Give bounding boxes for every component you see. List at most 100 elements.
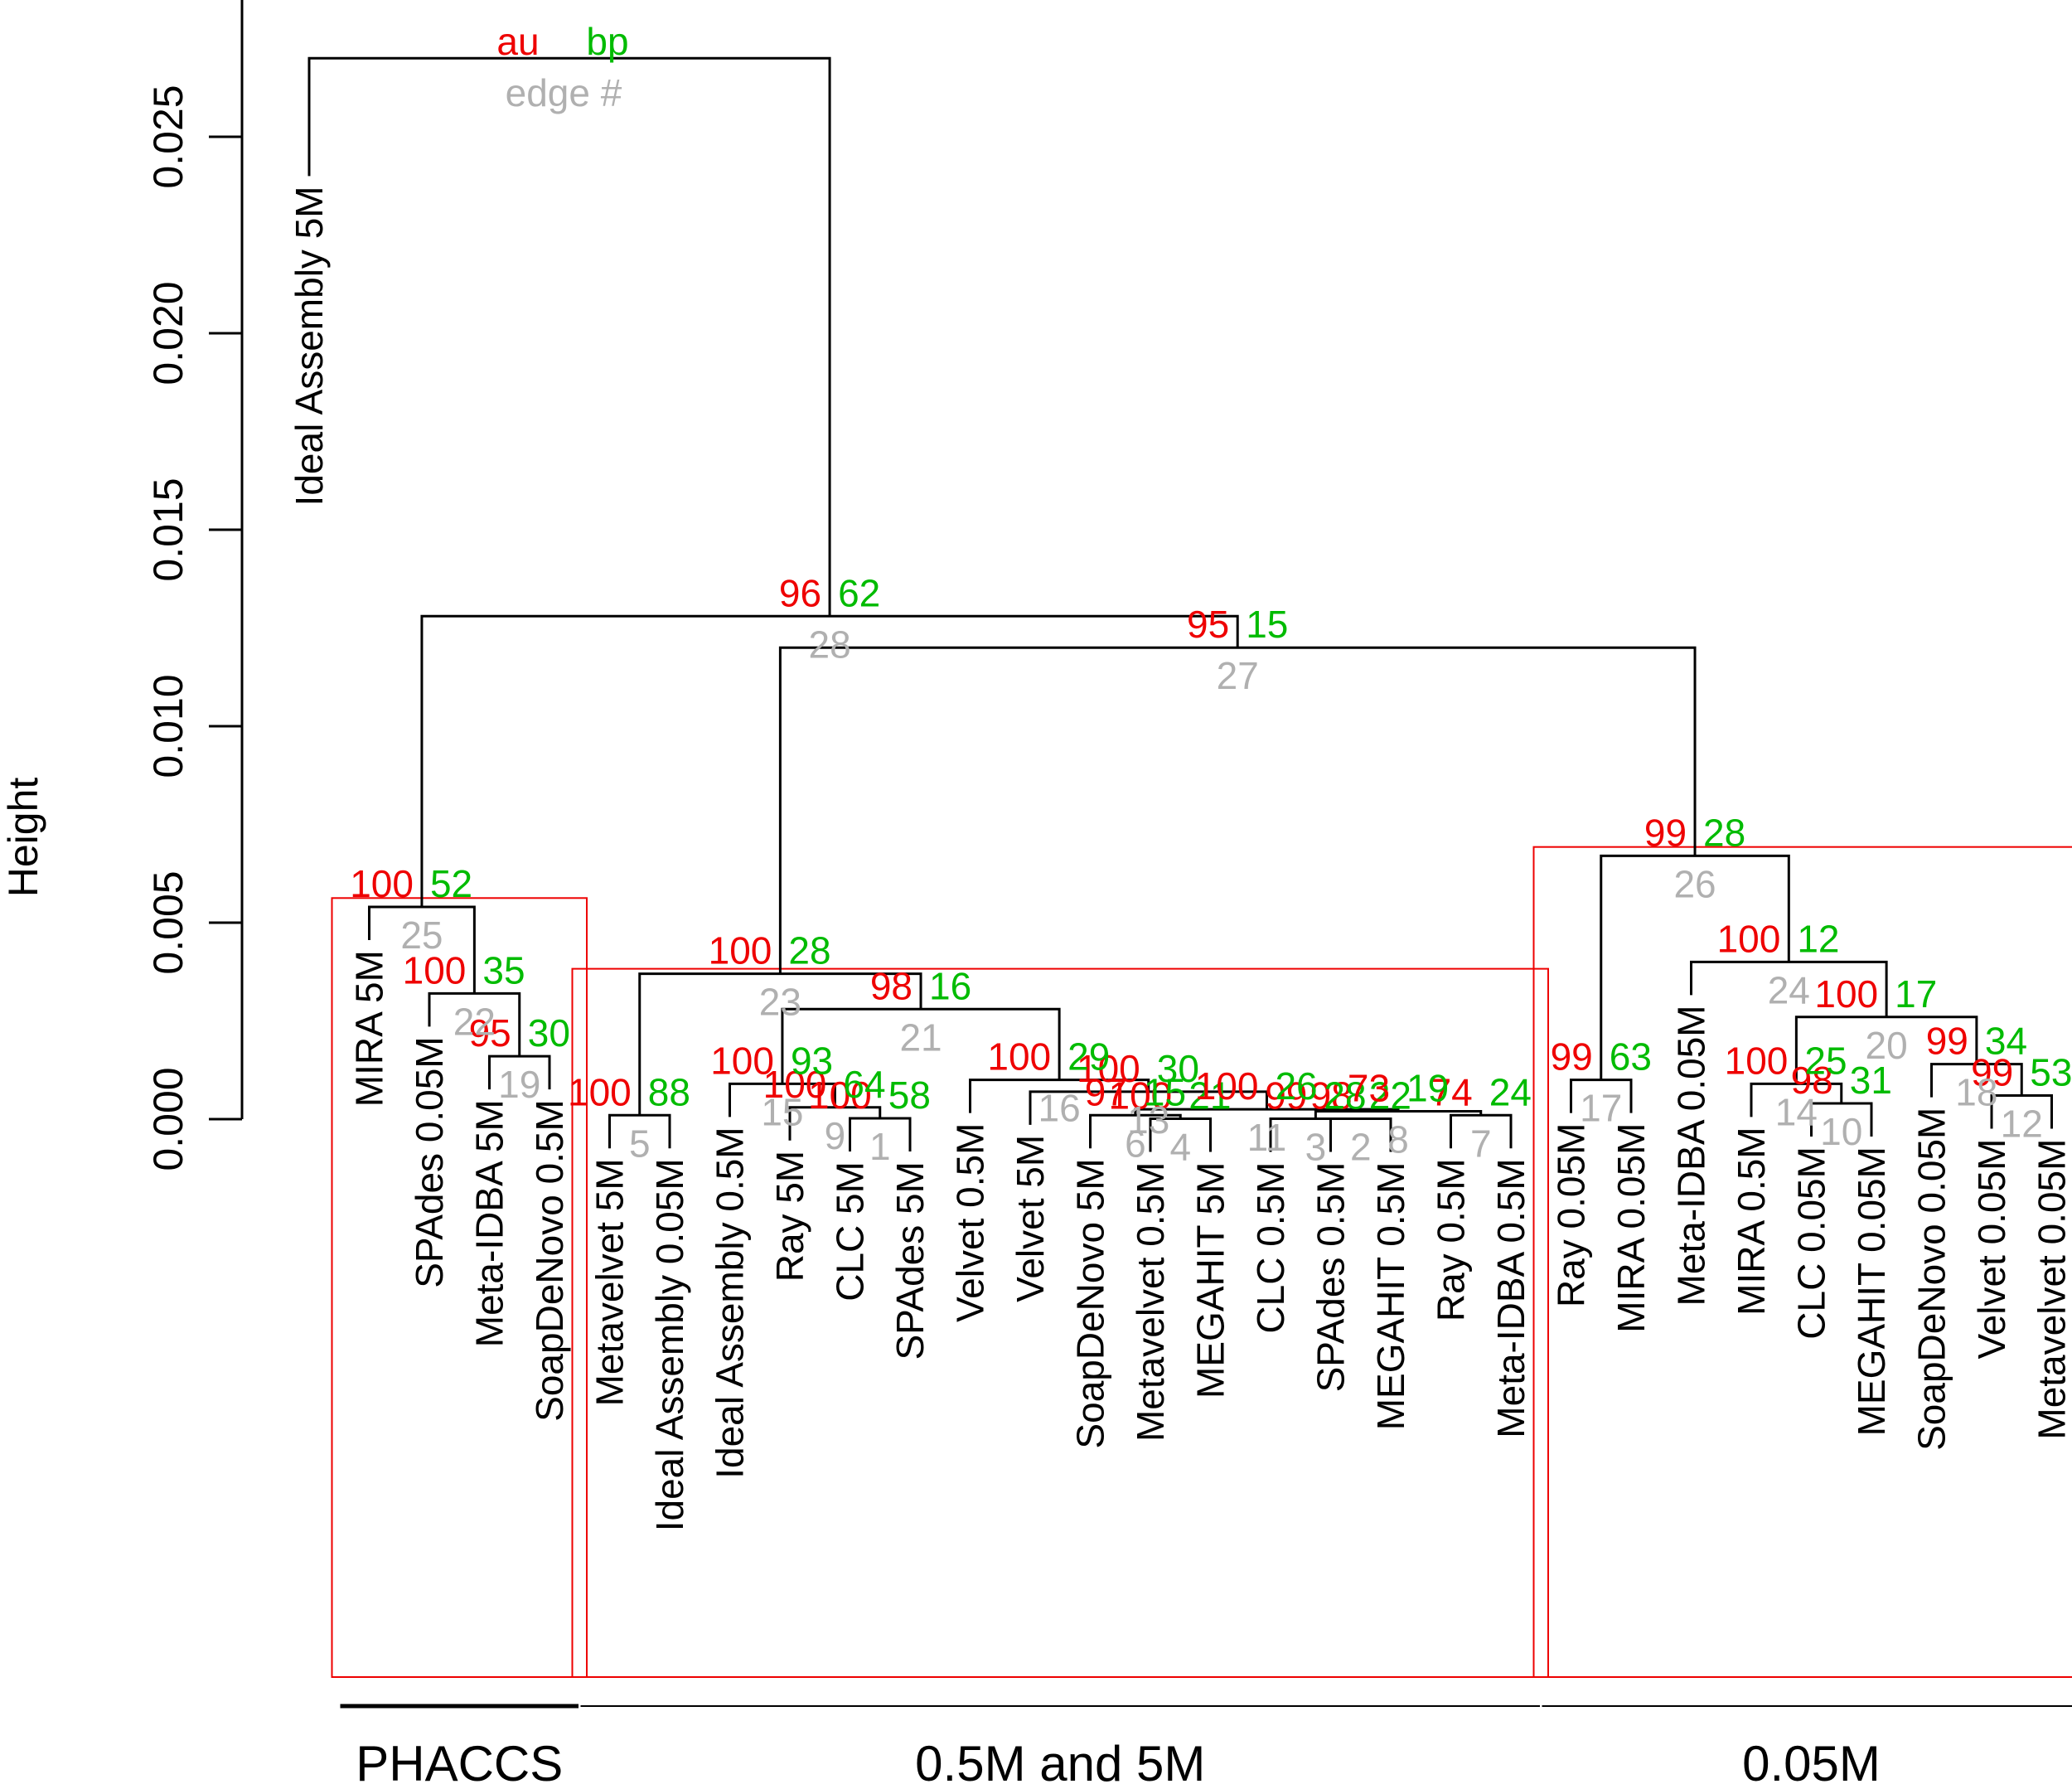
au-value-edge-22: 100 — [403, 948, 467, 991]
edge-number-24: 24 — [1768, 968, 1810, 1011]
edge-number-13: 13 — [1127, 1098, 1169, 1142]
bp-value-edge-6: 15 — [1144, 1070, 1186, 1113]
bp-value-edge-5: 88 — [648, 1070, 690, 1113]
edge-number-7: 7 — [1470, 1122, 1492, 1165]
edge-number-26: 26 — [1673, 862, 1716, 905]
leaf-label-metavelvet-0-05m: Metavelvet 0.05M — [2031, 1139, 2072, 1440]
au-value-edge-14: 100 — [1725, 1039, 1789, 1082]
bp-value-edge-19: 30 — [528, 1011, 570, 1054]
legend: au bp edge # — [496, 20, 628, 114]
leaf-label-meta-idba-0-5m: Meta-IDBA 0.5M — [1489, 1158, 1532, 1437]
au-value-edge-20: 100 — [1814, 972, 1878, 1016]
au-value-edge-10: 98 — [1791, 1059, 1833, 1102]
au-value-edge-3: 99 — [1265, 1074, 1307, 1117]
bp-value-edge-20: 17 — [1895, 972, 1937, 1016]
edge-number-28: 28 — [808, 623, 850, 666]
leaf-label-velvet-5m: Velvet 5M — [1009, 1135, 1052, 1302]
edge-number-6: 6 — [1125, 1122, 1146, 1165]
cluster-box-phaccs — [331, 897, 588, 1679]
y-tick-label: 0.015 — [145, 478, 191, 581]
edge-number-1: 1 — [869, 1125, 891, 1168]
edge-number-21: 21 — [899, 1016, 942, 1059]
edge-number-9: 9 — [825, 1114, 846, 1157]
leaf-label-megahit-0-05m: MEGAHIT 0.05M — [1850, 1147, 1893, 1436]
leaf-label-soapdenovo-0-05m: SoapDeNovo 0.05M — [1910, 1108, 1953, 1451]
edge-number-23: 23 — [759, 981, 801, 1024]
bp-value-edge-15: 93 — [791, 1039, 833, 1082]
leaf-label-spades-0-5m: SPAdes 0.5M — [1310, 1162, 1353, 1393]
cluster-label-0-05m: 0.05M — [1742, 1736, 1881, 1784]
bp-value-edge-8: 19 — [1406, 1067, 1449, 1110]
y-tick-label: 0.005 — [145, 870, 191, 974]
branch-edge-4 — [1149, 1117, 1212, 1152]
bp-value-edge-11: 26 — [1275, 1064, 1317, 1108]
au-value-edge-13: 100 — [1077, 1047, 1140, 1090]
leaf-label-soapdenovo-5m: SoapDeNovo 5M — [1069, 1158, 1112, 1448]
y-axis: 0.000 0.005 0.010 0.015 0.020 0.025 — [145, 0, 244, 1171]
bp-value-edge-25: 52 — [430, 862, 472, 905]
bp-value-edge-10: 31 — [1850, 1059, 1892, 1102]
au-value-edge-19: 95 — [469, 1011, 511, 1054]
legend-au: au — [496, 20, 539, 63]
leaf-label-metavelvet-5m: Metavelvet 5M — [588, 1158, 632, 1406]
edge-number-16: 16 — [1038, 1087, 1081, 1130]
edge-number-3: 3 — [1305, 1126, 1327, 1169]
au-value-edge-25: 100 — [350, 862, 414, 905]
leaf-label-clc-0-5m: CLC 0.5M — [1249, 1162, 1292, 1334]
edge-number-22: 22 — [453, 1000, 496, 1043]
bp-value-edge-22: 35 — [482, 948, 525, 991]
au-value-edge-4: 100 — [1109, 1074, 1173, 1117]
cluster-label-phaccs: PHACCS — [356, 1736, 563, 1784]
leaf-label-ideal-assembly-5m: Ideal Assembly 5M — [288, 186, 331, 506]
bp-value-edge-26: 28 — [1703, 811, 1745, 854]
leaf-label-ideal-assembly-0-5m: Ideal Assembly 0.5M — [709, 1127, 752, 1478]
leaf-label-metavelvet-0-5m: Metavelvet 0.5M — [1129, 1162, 1172, 1442]
bp-value-edge-18: 34 — [1985, 1020, 2027, 1063]
edge-number-25: 25 — [400, 914, 443, 957]
edge-number-5: 5 — [629, 1122, 651, 1165]
au-value-edge-12: 99 — [1971, 1051, 2013, 1094]
leaf-label-mira-0-05m: MIRA 0.05M — [1610, 1123, 1653, 1333]
y-tick-label: 0.020 — [145, 281, 191, 385]
leaf-label-soapdenovo-0-5m: SoapDeNovo 0.5M — [528, 1099, 571, 1422]
cluster-boxes — [331, 846, 2072, 1679]
au-value-edge-27: 95 — [1187, 603, 1229, 646]
bp-value-edge-17: 63 — [1610, 1035, 1652, 1079]
bp-value-edge-21: 16 — [929, 964, 971, 1007]
leaf-label-ideal-assembly-0-05m: Ideal Assembly 0.05M — [648, 1158, 691, 1531]
au-value-edge-21: 98 — [870, 964, 913, 1007]
leaf-label-mira-5m: MIRA 5M — [348, 950, 391, 1107]
bp-value-edge-1: 58 — [888, 1074, 931, 1117]
bp-value-edge-2: 22 — [1369, 1074, 1411, 1117]
y-tick-label: 0.025 — [145, 85, 191, 188]
y-tick-label: 0.010 — [145, 674, 191, 778]
edge-number-2: 2 — [1350, 1126, 1372, 1169]
leaf-label-ray-0-05m: Ray 0.05M — [1550, 1123, 1593, 1307]
branch-edge-3 — [1269, 1117, 1361, 1152]
au-value-edge-17: 99 — [1551, 1035, 1593, 1079]
au-value-edge-2: 98 — [1310, 1074, 1353, 1117]
bp-value-edge-3: 28 — [1324, 1074, 1366, 1117]
leaf-label-clc-5m: CLC 5M — [829, 1161, 872, 1302]
bp-value-edge-27: 15 — [1246, 603, 1288, 646]
leaf-label-megahit-5m: MEGAHIT 5M — [1189, 1162, 1232, 1399]
edge-number-15: 15 — [761, 1090, 803, 1133]
au-value-edge-18: 99 — [1926, 1020, 1968, 1063]
legend-edge: edge # — [506, 71, 622, 114]
au-value-edge-9: 100 — [763, 1063, 827, 1106]
edge-number-18: 18 — [1955, 1071, 1997, 1114]
bp-value-edge-9: 64 — [843, 1063, 885, 1106]
bp-value-edge-13: 30 — [1157, 1047, 1199, 1090]
au-value-edge-24: 100 — [1717, 917, 1781, 960]
edge-number-27: 27 — [1217, 654, 1259, 697]
y-tick-label: 0.000 — [145, 1067, 191, 1171]
legend-bp: bp — [586, 20, 628, 63]
leaf-label-spades-0-05m: SPAdes 0.05M — [408, 1036, 451, 1287]
cluster-labels: PHACCS 0.5M and 5M 0.05M — [340, 1704, 2072, 1784]
edge-number-17: 17 — [1580, 1087, 1622, 1130]
au-value-edge-11: 100 — [1195, 1064, 1259, 1108]
leaf-label-megahit-0-5m: MEGAHIT 0.5M — [1369, 1162, 1412, 1431]
edge-number-10: 10 — [1820, 1110, 1862, 1153]
leaf-label-velvet-0-05m: Velvet 0.05M — [1970, 1139, 2013, 1360]
